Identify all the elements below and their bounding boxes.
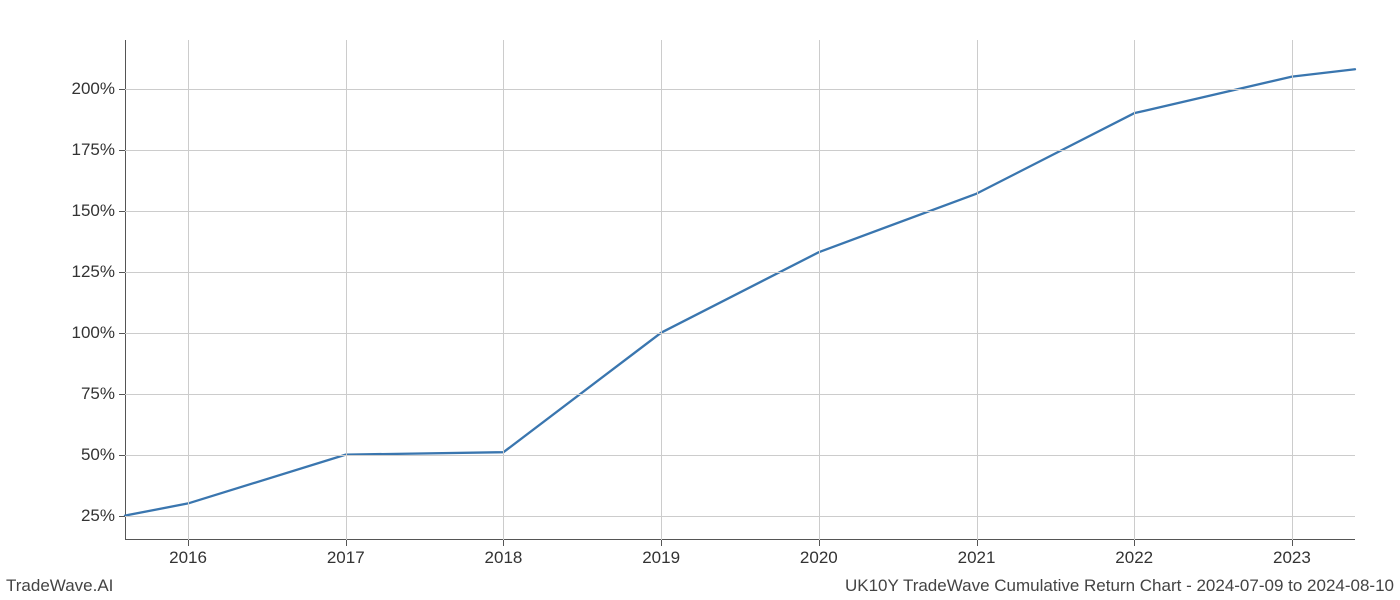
ytick-mark	[119, 150, 125, 151]
ytick-mark	[119, 89, 125, 90]
xtick-mark	[188, 540, 189, 546]
gridline-vertical	[346, 40, 347, 540]
xtick-label: 2016	[169, 548, 207, 568]
xtick-mark	[503, 540, 504, 546]
gridline-vertical	[819, 40, 820, 540]
xtick-label: 2023	[1273, 548, 1311, 568]
gridline-vertical	[188, 40, 189, 540]
ytick-mark	[119, 333, 125, 334]
ytick-label: 50%	[81, 445, 115, 465]
xtick-mark	[1292, 540, 1293, 546]
gridline-vertical	[977, 40, 978, 540]
xtick-label: 2021	[958, 548, 996, 568]
xtick-mark	[977, 540, 978, 546]
xtick-mark	[346, 540, 347, 546]
ytick-mark	[119, 211, 125, 212]
footer-left-brand: TradeWave.AI	[6, 576, 113, 596]
xtick-label: 2019	[642, 548, 680, 568]
footer-right-title: UK10Y TradeWave Cumulative Return Chart …	[845, 576, 1394, 596]
gridline-horizontal	[125, 272, 1355, 273]
gridline-vertical	[1134, 40, 1135, 540]
gridline-vertical	[661, 40, 662, 540]
ytick-mark	[119, 394, 125, 395]
ytick-mark	[119, 455, 125, 456]
ytick-label: 100%	[72, 323, 115, 343]
ytick-label: 125%	[72, 262, 115, 282]
ytick-mark	[119, 272, 125, 273]
xtick-label: 2018	[485, 548, 523, 568]
gridline-horizontal	[125, 150, 1355, 151]
xtick-label: 2020	[800, 548, 838, 568]
ytick-label: 175%	[72, 140, 115, 160]
gridline-horizontal	[125, 455, 1355, 456]
xtick-mark	[661, 540, 662, 546]
ytick-label: 25%	[81, 506, 115, 526]
xtick-label: 2022	[1115, 548, 1153, 568]
gridline-horizontal	[125, 211, 1355, 212]
ytick-mark	[119, 516, 125, 517]
line-series	[125, 40, 1355, 540]
gridline-horizontal	[125, 516, 1355, 517]
gridline-vertical	[1292, 40, 1293, 540]
chart-plot-area: 25%50%75%100%125%150%175%200%20162017201…	[125, 40, 1355, 540]
ytick-label: 200%	[72, 79, 115, 99]
xtick-mark	[819, 540, 820, 546]
gridline-horizontal	[125, 333, 1355, 334]
gridline-horizontal	[125, 89, 1355, 90]
ytick-label: 75%	[81, 384, 115, 404]
return-line	[125, 69, 1355, 515]
ytick-label: 150%	[72, 201, 115, 221]
xtick-mark	[1134, 540, 1135, 546]
xtick-label: 2017	[327, 548, 365, 568]
gridline-horizontal	[125, 394, 1355, 395]
gridline-vertical	[503, 40, 504, 540]
